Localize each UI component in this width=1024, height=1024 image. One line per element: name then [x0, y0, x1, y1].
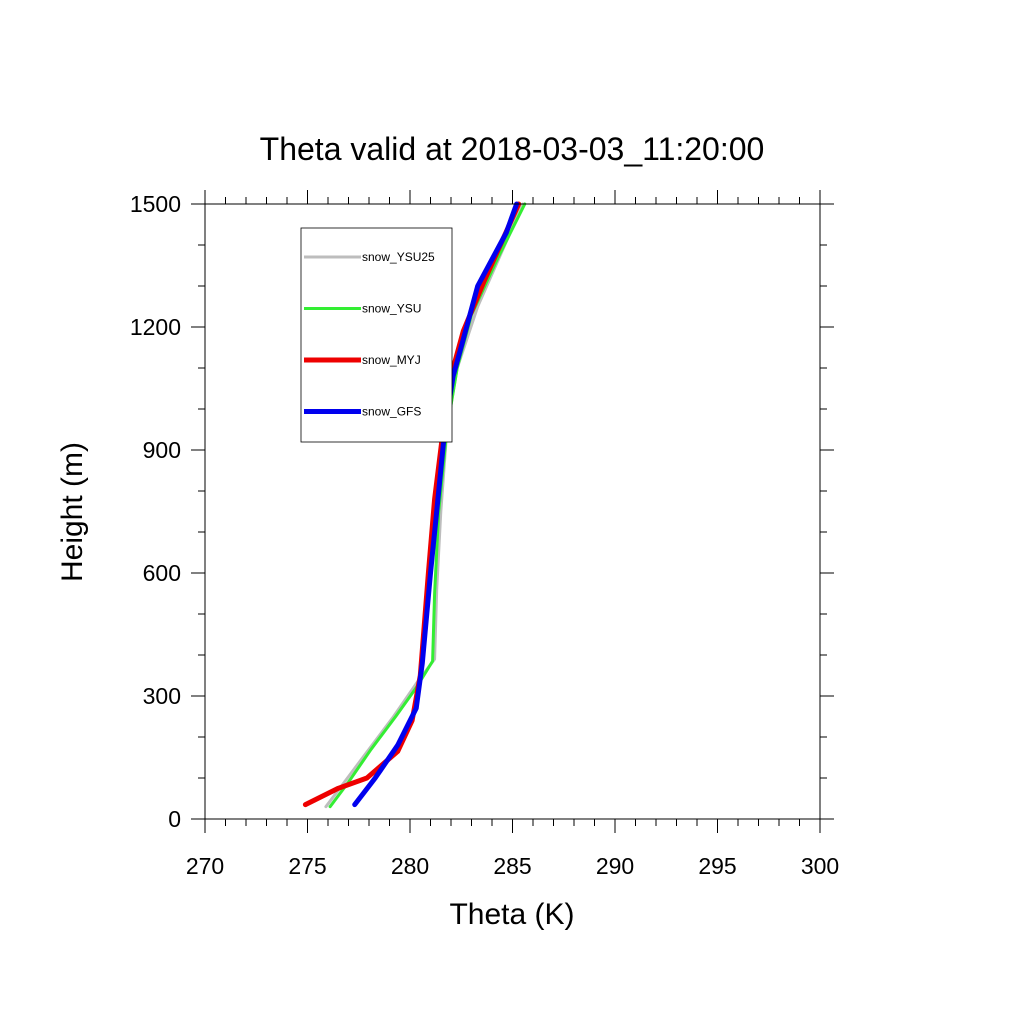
x-tick-label: 285 [493, 853, 531, 879]
y-tick-labels: 0 300 600 900 1200 1500 [130, 191, 181, 832]
chart-title: Theta valid at 2018-03-03_11:20:00 [260, 131, 765, 167]
y-tick-label: 1500 [130, 191, 181, 217]
x-tick-label: 280 [391, 853, 429, 879]
legend-label: snow_MYJ [362, 353, 421, 367]
legend-label: snow_YSU [362, 302, 421, 316]
x-tick-label: 295 [698, 853, 736, 879]
series-line-snow_GFS [352, 201, 520, 808]
y-tick-label: 600 [143, 560, 181, 586]
y-tick-label: 0 [168, 806, 181, 832]
x-tick-label: 270 [186, 853, 224, 879]
legend-box [300, 227, 453, 443]
x-tick-label: 275 [288, 853, 326, 879]
legend: snow_YSU25 snow_YSU snow_MYJ snow_GFS [300, 227, 453, 443]
y-tick-label: 300 [143, 683, 181, 709]
legend-label: snow_YSU25 [362, 250, 435, 264]
y-axis-label: Height (m) [56, 442, 89, 582]
x-axis-label: Theta (K) [449, 898, 574, 931]
x-tick-labels: 270 275 280 285 290 295 300 [186, 853, 839, 879]
x-tick-label: 300 [801, 853, 839, 879]
plot-frame [204, 203, 821, 820]
y-tick-label: 900 [143, 437, 181, 463]
series-layer [302, 201, 527, 809]
legend-label: snow_GFS [362, 405, 421, 419]
y-tick-label: 1200 [130, 314, 181, 340]
axis-ticks [191, 190, 834, 833]
x-tick-label: 290 [596, 853, 634, 879]
